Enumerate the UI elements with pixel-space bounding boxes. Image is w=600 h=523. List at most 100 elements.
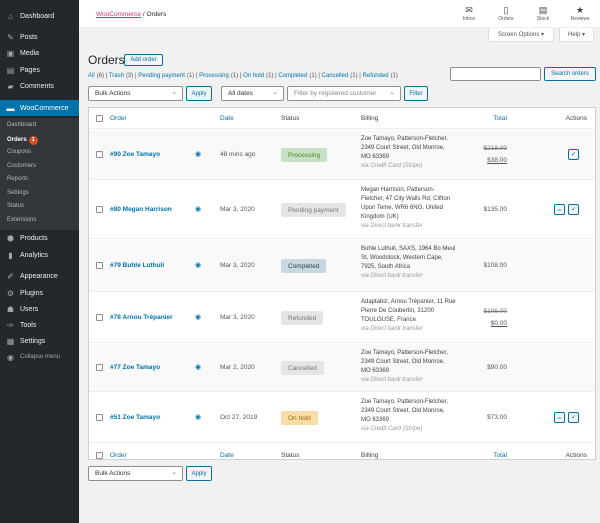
complete-button[interactable]: ✓ [568,149,579,160]
preview-eye-icon[interactable]: ◉ [195,414,202,421]
column-header-order[interactable]: Order [110,452,127,459]
submenu-item-settings[interactable]: Settings [7,190,29,196]
table-row: #78 Arnou Trépanier ◉ Mar 3, 2020 Refunded A… [89,293,595,343]
submenu-item-dashboard[interactable]: Dashboard [7,122,36,128]
net-total: $0.00 [490,320,507,327]
column-header-total[interactable]: Total [493,452,507,459]
submenu-item-status[interactable]: Status [7,203,24,209]
order-link[interactable]: #80 Megan Harrison [110,206,172,213]
column-header-order[interactable]: Order [110,115,127,122]
submenu-label: Customers [7,162,37,169]
sidebar-item-plugins[interactable]: ⚙ Plugins [0,285,79,301]
submenu-item-orders[interactable]: Orders 1 [7,135,38,145]
view-trash[interactable]: Trash [108,73,124,79]
collapse-menu-button[interactable]: ◉ Collapse menu [0,349,79,365]
submenu-item-reports[interactable]: Reports [7,176,28,182]
screen-options-button[interactable]: Screen Options ▾ [488,28,554,42]
order-link[interactable]: #79 Buhle Luthuli [110,262,165,269]
complete-button[interactable]: ✓ [568,412,579,423]
help-button[interactable]: Help ▾ [559,28,594,42]
row-checkbox[interactable] [96,262,103,269]
orders-count-badge: 1 [28,135,38,145]
row-checkbox[interactable] [96,206,103,213]
date-filter-select[interactable]: All dates [221,86,284,101]
column-header-date[interactable]: Date [220,452,234,459]
column-header-date[interactable]: Date [220,115,234,122]
search-orders-input[interactable] [450,67,541,81]
view-processing[interactable]: Processing [199,73,229,79]
submenu-item-coupons[interactable]: Coupons [7,149,31,155]
dashboard-icon: ⌂ [8,11,13,21]
bulk-actions-select-bottom[interactable]: Bulk Actions [88,466,183,481]
sidebar-item-products[interactable]: ⬢ Products [0,230,79,246]
more-actions-button[interactable]: ••• [554,412,565,423]
search-orders-button[interactable]: Search orders [544,67,596,81]
view-on-hold[interactable]: On hold [243,73,265,79]
preview-eye-icon[interactable]: ◉ [195,364,202,371]
row-checkbox[interactable] [96,364,103,371]
column-header-actions: Actions [565,452,587,459]
breadcrumb-woocommerce[interactable]: WooCommerce [96,11,142,18]
sidebar-item-comments[interactable]: ▰ Comments [0,78,79,94]
users-icon: ☗ [6,304,15,314]
order-link[interactable]: #90 Zoe Tamayo [110,151,161,158]
order-link[interactable]: #51 Zoe Tamayo [110,414,161,421]
preview-eye-icon[interactable]: ◉ [195,206,202,213]
sidebar-item-label: WooCommerce [20,104,69,112]
preview-eye-icon[interactable]: ◉ [195,314,202,321]
topbar-inbox[interactable]: ✉ Inbox [454,5,484,22]
view-refunded[interactable]: Refunded [362,73,389,79]
order-date: Mar 3, 2020 [220,314,255,321]
separator: | [273,73,279,79]
sidebar-item-posts[interactable]: ✎ Posts [0,29,79,45]
bulk-actions-select[interactable]: Bulk Actions [88,86,183,101]
submenu-label: Settings [7,189,29,196]
complete-button[interactable]: ✓ [568,204,579,215]
topbar-orders[interactable]: ▯ Orders [491,5,521,22]
sidebar-item-label: Analytics [20,251,49,259]
column-header-status: Status [281,115,300,122]
sidebar-item-appearance[interactable]: ✐ Appearance [0,268,79,284]
view-pending-payment[interactable]: Pending payment [138,73,185,79]
table-header: Order Date Status Billing Total Actions [89,108,595,129]
view-cancelled[interactable]: Cancelled [321,73,349,79]
filter-button[interactable]: Filter [404,86,428,101]
apply-button[interactable]: Apply [186,86,212,101]
separator: | [316,73,322,79]
topbar-stock[interactable]: ▤ Stock [528,5,558,22]
order-total: $218.00 $38.00 [484,143,508,167]
order-date: Oct 27, 2019 [220,414,258,421]
order-link[interactable]: #78 Arnou Trépanier [110,314,173,321]
sidebar-item-label: Pages [20,66,40,74]
select-all-checkbox[interactable] [96,115,103,122]
row-checkbox[interactable] [96,414,103,421]
row-checkbox[interactable] [96,314,103,321]
sidebar-item-tools[interactable]: ✑ Tools [0,317,79,333]
preview-eye-icon[interactable]: ◉ [195,151,202,158]
sidebar-item-users[interactable]: ☗ Users [0,301,79,317]
more-actions-button[interactable]: ••• [554,204,565,215]
topbar-reviews[interactable]: ★ Reviews [565,5,595,22]
customer-filter-select[interactable]: Filter by registered customer [287,86,401,101]
order-link[interactable]: #77 Zoe Tamayo [110,364,161,371]
sidebar-item-woocommerce[interactable]: ▬ WooCommerce [0,100,79,116]
apply-button-bottom[interactable]: Apply [186,466,212,481]
sidebar-item-settings[interactable]: ▦ Settings [0,333,79,349]
add-order-button[interactable]: Add order [124,54,163,66]
column-header-total[interactable]: Total [493,115,507,122]
sidebar-item-pages[interactable]: ▤ Pages [0,62,79,78]
submenu-item-customers[interactable]: Customers [7,163,36,169]
page-title: Orders [88,53,125,67]
select-all-checkbox[interactable] [96,452,103,459]
preview-eye-icon[interactable]: ◉ [195,262,202,269]
sidebar-item-media[interactable]: ▣ Media [0,45,79,61]
separator: | [238,73,244,79]
submenu-item-extensions[interactable]: Extensions [7,217,36,223]
sidebar-item-dashboard[interactable]: ⌂ Dashboard [0,8,79,24]
billing-address: Zoe Tamayo, Patterson-Fletcher, 2349 Cou… [361,135,456,171]
topbar-label: Orders [498,16,514,22]
row-checkbox[interactable] [96,151,103,158]
view-all[interactable]: All [88,73,95,79]
view-completed[interactable]: Completed [278,73,308,79]
sidebar-item-analytics[interactable]: ▮ Analytics [0,247,79,263]
